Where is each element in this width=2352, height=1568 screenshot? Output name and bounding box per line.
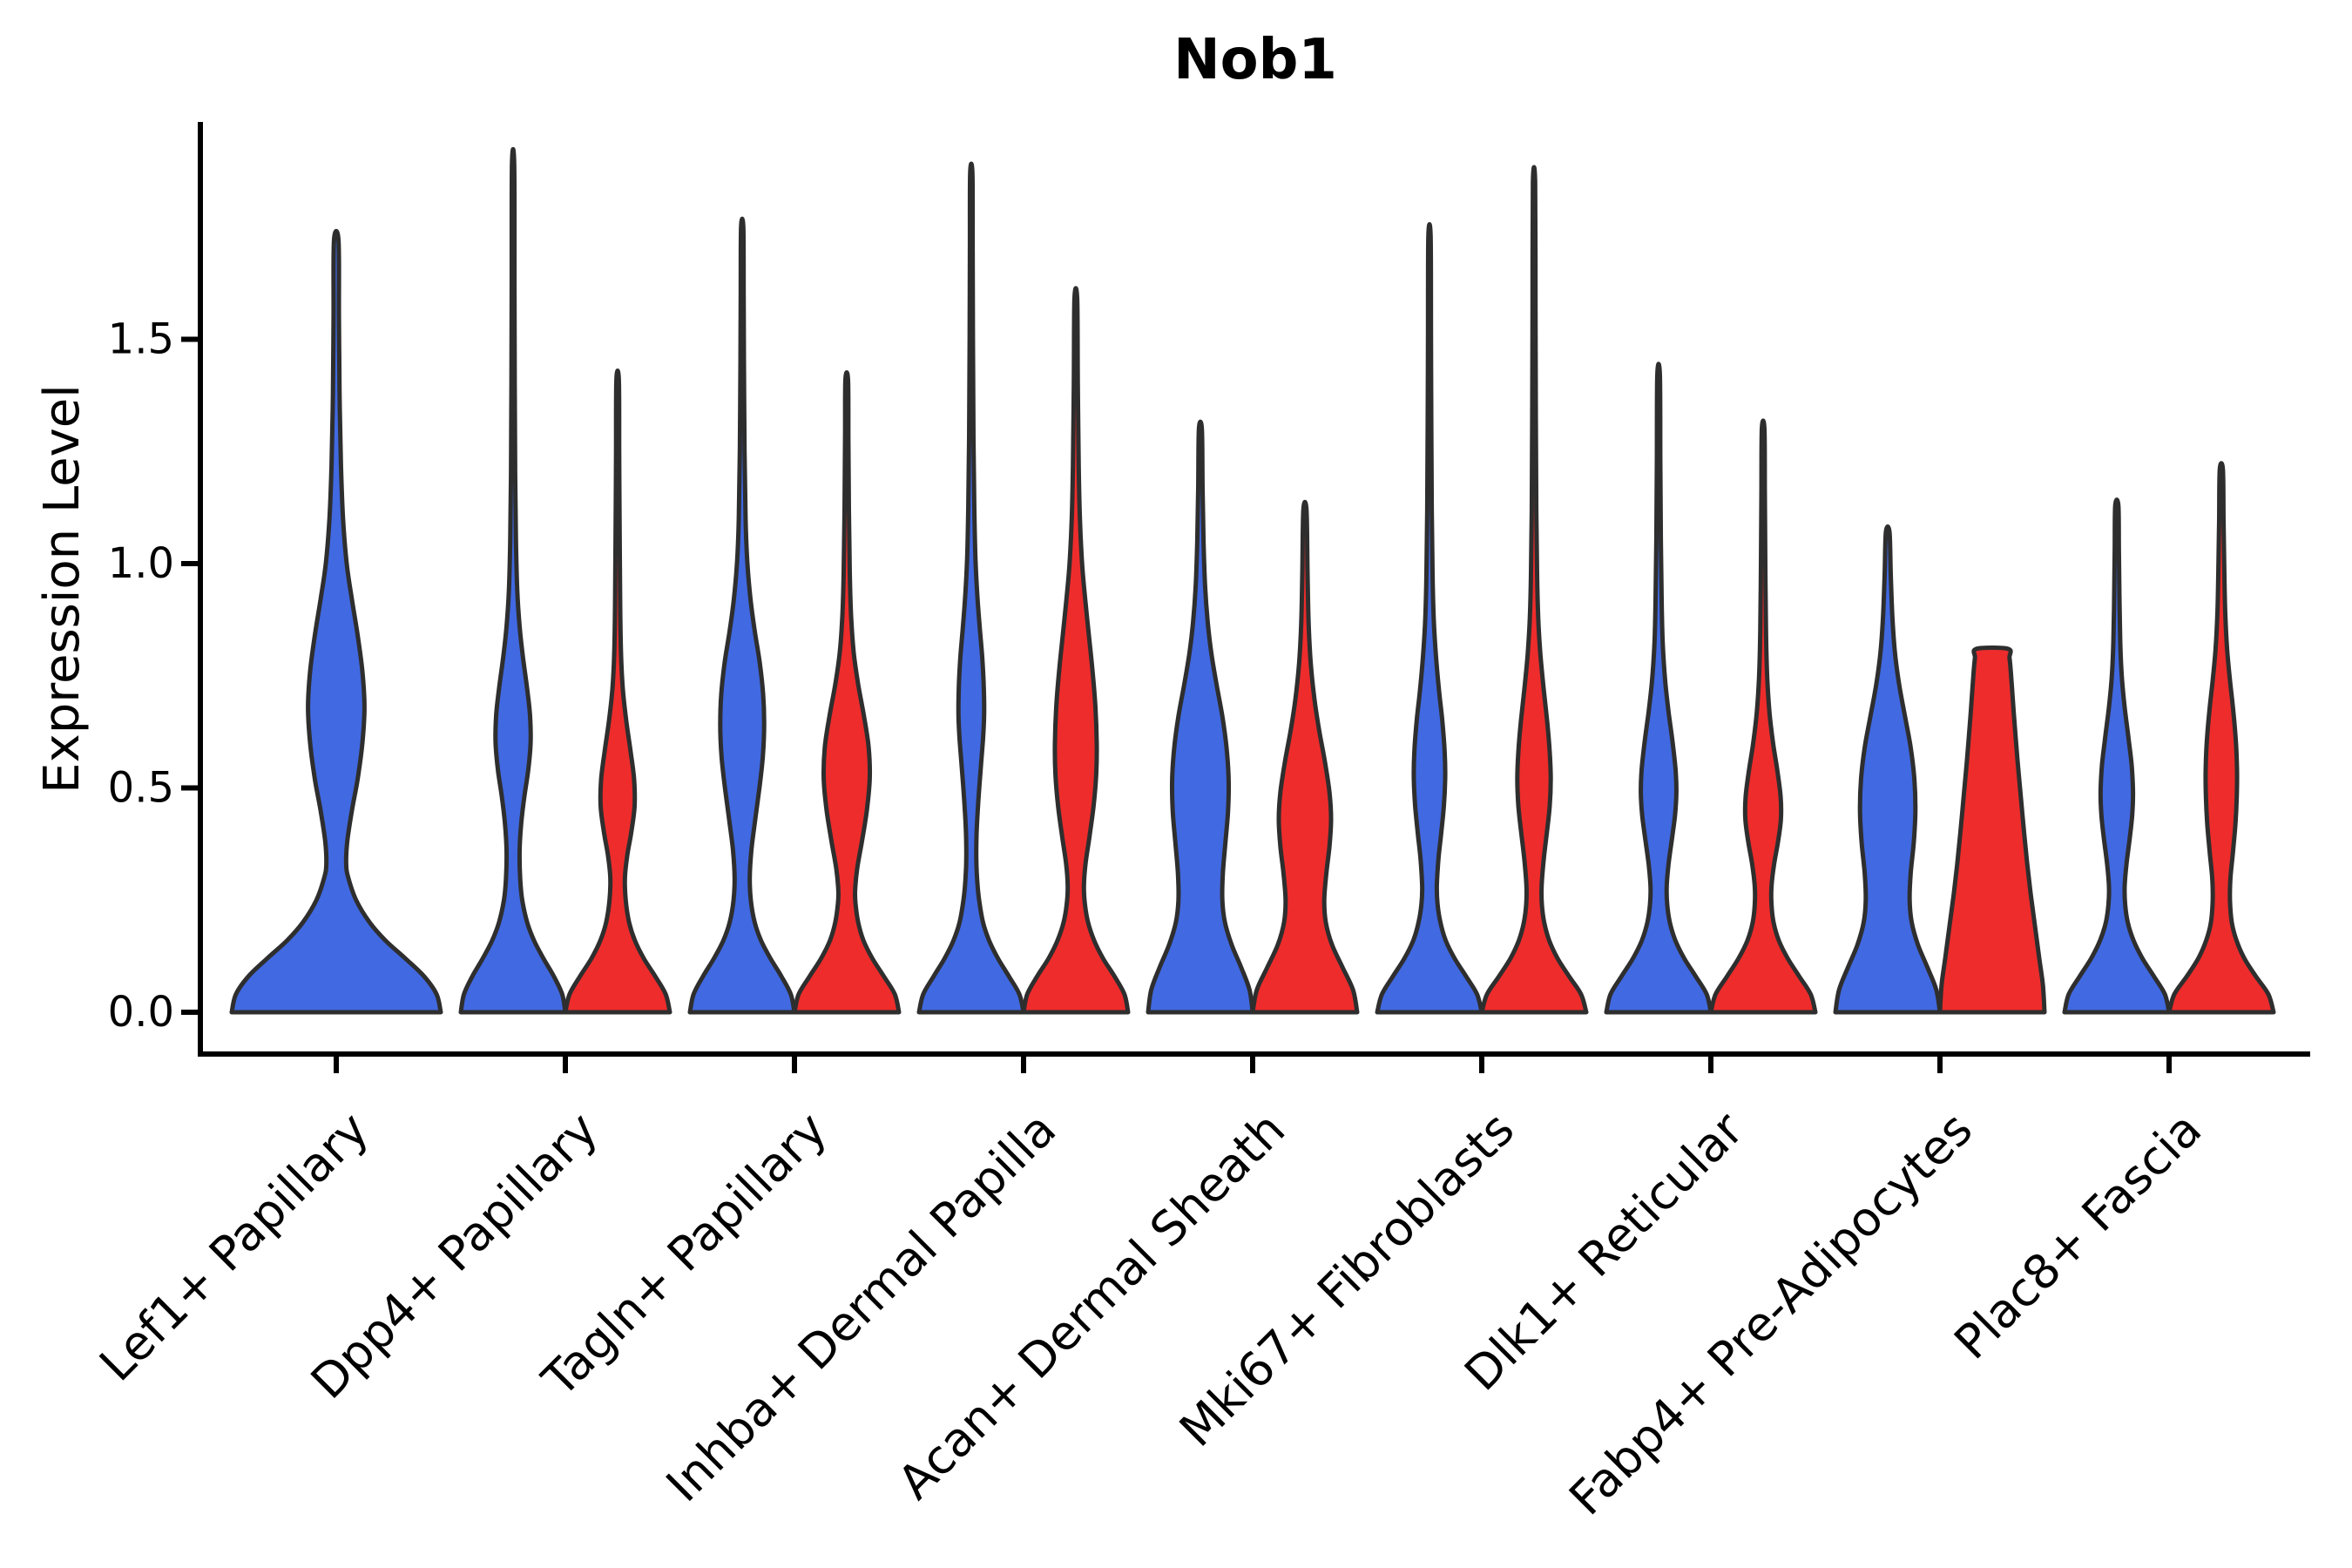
y-tick-label: 1.5 (108, 315, 174, 364)
violin-blue-7 (1833, 524, 1943, 1015)
violin-red-8 (2166, 461, 2276, 1015)
violin-blue-2 (687, 216, 797, 1015)
violin-blue-6 (1604, 362, 1713, 1015)
violin-red-4 (1250, 499, 1360, 1015)
y-tick-label: 0.5 (108, 764, 174, 813)
violin-blue-0 (229, 228, 443, 1015)
violin-red-7 (1937, 645, 2047, 1015)
x-category-label: Plac8+ Fascia (1943, 1102, 2212, 1370)
violin-red-6 (1708, 418, 1818, 1015)
violin-red-3 (1021, 286, 1131, 1015)
violin-blue-1 (458, 146, 568, 1015)
x-category-label: Acan+ Dermal Sheath (888, 1102, 1295, 1510)
violin-red-1 (563, 368, 672, 1015)
violin-blue-5 (1375, 222, 1484, 1015)
violin-blue-3 (916, 161, 1026, 1015)
x-category-label: Inhba+ Dermal Papilla (656, 1102, 1066, 1512)
y-tick-label: 1.0 (108, 539, 174, 588)
violin-red-5 (1479, 165, 1589, 1015)
y-tick-label: 0.0 (108, 988, 174, 1037)
violin-red-2 (792, 370, 902, 1015)
violin-blue-4 (1146, 419, 1255, 1015)
x-category-label: Fabp4+ Pre-Adipocytes (1558, 1102, 1983, 1526)
violin-blue-8 (2062, 497, 2172, 1015)
chart-title: Nob1 (1173, 28, 1337, 92)
